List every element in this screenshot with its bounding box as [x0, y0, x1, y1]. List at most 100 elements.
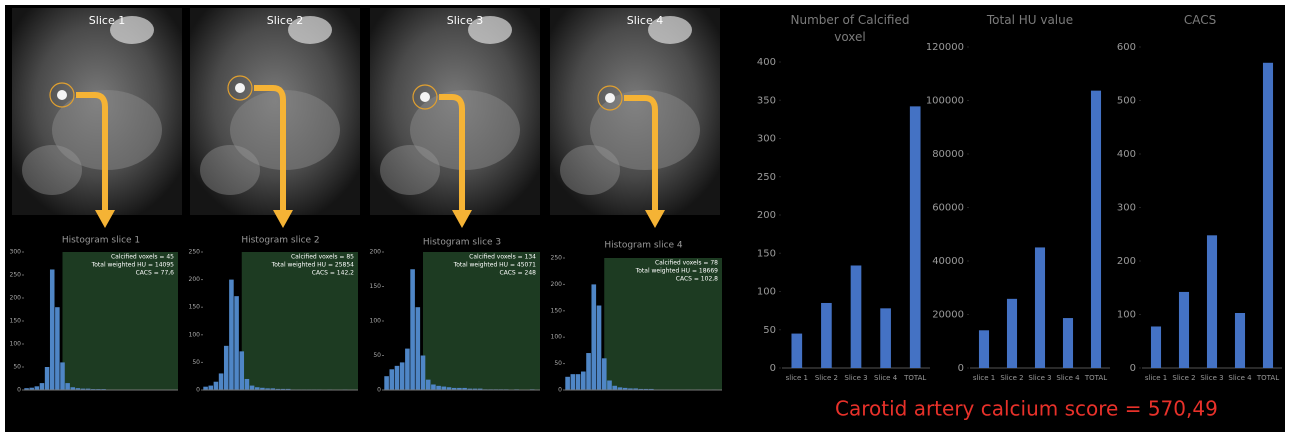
- y-tick-label: 250: [757, 172, 776, 183]
- hist-annotation: CACS = 248: [500, 270, 537, 277]
- hist-annotation: CACS = 102,8: [676, 276, 718, 283]
- y-tick-label: 200: [757, 210, 776, 221]
- y-tick-label: 0: [17, 387, 21, 394]
- slice-title: Slice 2: [267, 14, 303, 27]
- footer-score: Carotid artery calcium score = 570,49: [835, 397, 1218, 421]
- hist-bar: [421, 356, 426, 391]
- y-tick-label: 400: [1117, 149, 1136, 160]
- y-tick-label: 50: [192, 359, 200, 366]
- hist-bar: [436, 386, 441, 390]
- hist-annotation: Total weighted HU = 25854: [271, 262, 355, 269]
- hist-bar: [591, 284, 596, 390]
- hist-bar: [442, 387, 447, 390]
- y-tick-label: 150: [370, 283, 382, 290]
- y-tick-label: 120000: [926, 42, 964, 53]
- x-tick-label: Slice 2: [815, 374, 838, 382]
- hist-bar: [65, 383, 70, 390]
- bar: [1207, 235, 1217, 368]
- x-tick-label: Slice 2: [1000, 374, 1023, 382]
- x-tick-label: TOTAL: [903, 374, 926, 382]
- y-tick-label: 250: [551, 255, 563, 262]
- y-tick-label: 80000: [932, 149, 964, 160]
- y-tick-label: 50: [13, 364, 21, 371]
- bar: [910, 106, 921, 368]
- ct-tissue: [22, 145, 82, 195]
- y-tick-label: 0: [770, 363, 776, 374]
- y-tick-label: 100: [370, 318, 382, 325]
- chart-title: Total HU value: [960, 12, 1100, 29]
- bar: [1263, 63, 1273, 368]
- y-tick-label: 100: [10, 341, 22, 348]
- hist-bar: [607, 380, 612, 390]
- y-tick-label: 300: [10, 249, 22, 256]
- calcification: [57, 90, 67, 100]
- hist-bar: [250, 386, 255, 390]
- hist-title: Histogram slice 2: [241, 236, 319, 246]
- y-tick-label: 300: [1117, 203, 1136, 214]
- hist-title: Histogram slice 4: [604, 241, 683, 251]
- y-tick-label: 500: [1117, 96, 1136, 107]
- hist-annotation: Calcified voxels = 134: [469, 254, 536, 261]
- x-tick-label: Slice 4: [1228, 374, 1252, 382]
- chart-title: CACS: [1130, 12, 1270, 29]
- x-tick-label: Slice 3: [1200, 374, 1223, 382]
- x-tick-label: TOTAL: [1084, 374, 1107, 382]
- bar: [1235, 313, 1245, 368]
- hist-bar: [390, 369, 395, 390]
- hist-bar: [245, 379, 250, 390]
- y-tick-label: 350: [757, 95, 776, 106]
- y-tick-label: 150: [189, 304, 201, 311]
- bar: [1151, 326, 1161, 368]
- y-tick-label: 250: [10, 272, 22, 279]
- hist-bar: [431, 384, 436, 390]
- y-tick-label: 200: [1117, 256, 1136, 267]
- y-tick-label: 200: [189, 276, 201, 283]
- hist-bar: [586, 353, 591, 390]
- hist-bar: [410, 269, 415, 390]
- hist-bar: [416, 307, 421, 390]
- bar: [851, 265, 862, 368]
- hist-bar: [612, 386, 617, 390]
- hist-bar: [35, 386, 40, 390]
- bar: [1063, 318, 1073, 368]
- x-tick-label: slice 1: [786, 374, 808, 382]
- hist-annotation: Calcified voxels = 78: [655, 260, 718, 267]
- bar: [821, 303, 832, 368]
- y-tick-label: 200: [10, 295, 22, 302]
- hist-annotation: Calcified voxels = 45: [111, 254, 174, 261]
- y-tick-label: 20000: [932, 310, 964, 321]
- figure-canvas: Carotid artery calcium score = 570,49 Sl…: [0, 0, 1290, 437]
- hist-bar: [565, 377, 570, 390]
- x-tick-label: slice 1: [973, 374, 995, 382]
- hist-bar: [576, 374, 581, 390]
- hist-bar: [229, 280, 234, 390]
- y-tick-label: 40000: [932, 256, 964, 267]
- hist-annotation: Total weighted HU = 14095: [91, 262, 175, 269]
- y-tick-label: 150: [10, 318, 22, 325]
- hist-bar: [224, 346, 229, 390]
- hist-bar: [400, 362, 405, 390]
- hist-bar: [395, 366, 400, 390]
- y-tick-label: 100000: [926, 96, 964, 107]
- y-tick-label: 100: [1117, 310, 1136, 321]
- x-tick-label: Slice 4: [874, 374, 898, 382]
- y-tick-label: 150: [757, 248, 776, 259]
- y-tick-label: 0: [958, 363, 964, 374]
- y-tick-label: 400: [757, 57, 776, 68]
- calcification: [605, 93, 615, 103]
- hist-annotation: Calcified voxels = 85: [291, 254, 354, 261]
- slice-title: Slice 1: [89, 14, 125, 27]
- hist-bar: [214, 382, 219, 390]
- y-tick-label: 200: [551, 281, 563, 288]
- bar: [979, 330, 989, 368]
- hist-bar: [239, 351, 244, 390]
- figure: Carotid artery calcium score = 570,49 Sl…: [0, 0, 1290, 437]
- x-tick-label: slice 1: [1145, 374, 1167, 382]
- hist-bar: [55, 307, 60, 390]
- bar: [1035, 247, 1045, 368]
- y-tick-label: 0: [196, 387, 200, 394]
- hist-annotation: CACS = 77,6: [136, 270, 175, 277]
- y-tick-label: 0: [377, 387, 381, 394]
- y-tick-label: 100: [189, 331, 201, 338]
- ct-tissue: [560, 145, 620, 195]
